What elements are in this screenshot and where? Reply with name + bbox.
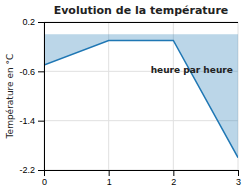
y-tick-label: -2.2 — [19, 165, 35, 175]
y-tick-mark — [38, 121, 44, 122]
grid-line-x — [173, 22, 174, 170]
x-axis: 0 1 2 3 — [42, 170, 241, 187]
title: Evolution de la température — [54, 4, 229, 17]
y-tick: 0.2 — [22, 17, 44, 27]
y-axis: 0.2 -0.6 -1.4 -2.2 — [19, 17, 44, 175]
x-tick-mark — [44, 170, 45, 176]
x-tick: 0 — [42, 170, 47, 187]
x-tick-mark — [238, 170, 239, 176]
chart-container: 0 1 2 3 0.2 -0.6 -1.4 -2.2 Evolution de la tempé… — [0, 0, 250, 188]
line — [44, 41, 238, 158]
x-tick: 1 — [107, 170, 112, 187]
annotation: heure par heure — [151, 65, 233, 75]
plot-area: 0 1 2 3 0.2 -0.6 -1.4 -2.2 — [19, 17, 241, 187]
y-tick-mark — [38, 170, 44, 171]
y-tick-label: 0.2 — [22, 17, 35, 27]
x-tick-label: 2 — [171, 177, 176, 187]
x-tick: 3 — [236, 170, 241, 187]
grid-line-y — [44, 22, 238, 23]
grid-line-y — [44, 170, 238, 171]
grid-line-x — [44, 22, 45, 170]
x-tick-label: 1 — [107, 177, 112, 187]
reference-line — [44, 22, 238, 23]
y-tick: -2.2 — [19, 165, 44, 175]
chart-svg: 0 1 2 3 0.2 -0.6 -1.4 -2.2 Evolution de la tempé… — [0, 0, 250, 188]
y-tick-mark — [38, 22, 44, 23]
marks — [44, 22, 238, 158]
x-tick-label: 0 — [42, 177, 47, 187]
grid-line-y — [44, 120, 238, 121]
y-axis-title: Température en °C — [5, 54, 15, 140]
area-fill — [44, 34, 238, 157]
y-tick: -1.4 — [19, 116, 44, 126]
y-tick: -0.6 — [19, 67, 44, 77]
x-tick-label: 3 — [236, 177, 241, 187]
y-axis-line — [44, 23, 45, 171]
grid-line-x — [108, 22, 109, 170]
x-tick: 2 — [171, 170, 176, 187]
x-tick-mark — [173, 170, 174, 176]
y-tick-label: -0.6 — [19, 67, 35, 77]
x-tick-mark — [109, 170, 110, 176]
grid — [44, 22, 238, 170]
x-axis-line — [45, 170, 239, 171]
y-tick-label: -1.4 — [19, 116, 35, 126]
y-tick-mark — [38, 71, 44, 72]
